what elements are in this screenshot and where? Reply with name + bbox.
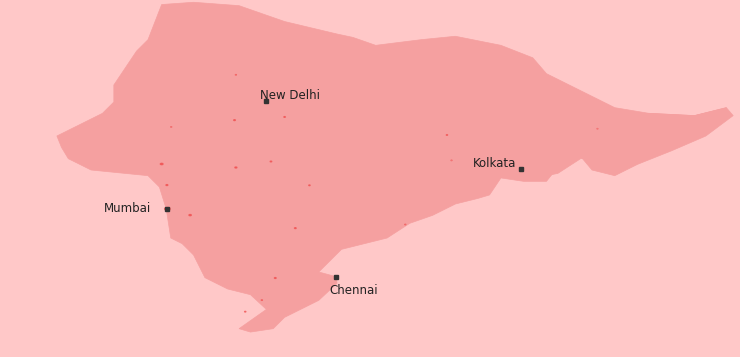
Circle shape — [189, 215, 191, 216]
Text: New Delhi: New Delhi — [260, 89, 320, 102]
Circle shape — [405, 224, 406, 225]
Circle shape — [235, 167, 237, 168]
Circle shape — [520, 169, 522, 170]
Circle shape — [166, 185, 168, 186]
Circle shape — [270, 161, 272, 162]
Text: Chennai: Chennai — [329, 284, 378, 297]
Text: Kolkata: Kolkata — [473, 157, 517, 170]
Circle shape — [334, 276, 338, 277]
Polygon shape — [57, 2, 733, 332]
Circle shape — [164, 207, 170, 210]
Circle shape — [265, 100, 268, 101]
Circle shape — [309, 185, 310, 186]
Circle shape — [161, 164, 163, 165]
Text: Mumbai: Mumbai — [104, 202, 151, 215]
Polygon shape — [533, 108, 727, 176]
Circle shape — [245, 311, 246, 312]
Circle shape — [234, 120, 235, 121]
